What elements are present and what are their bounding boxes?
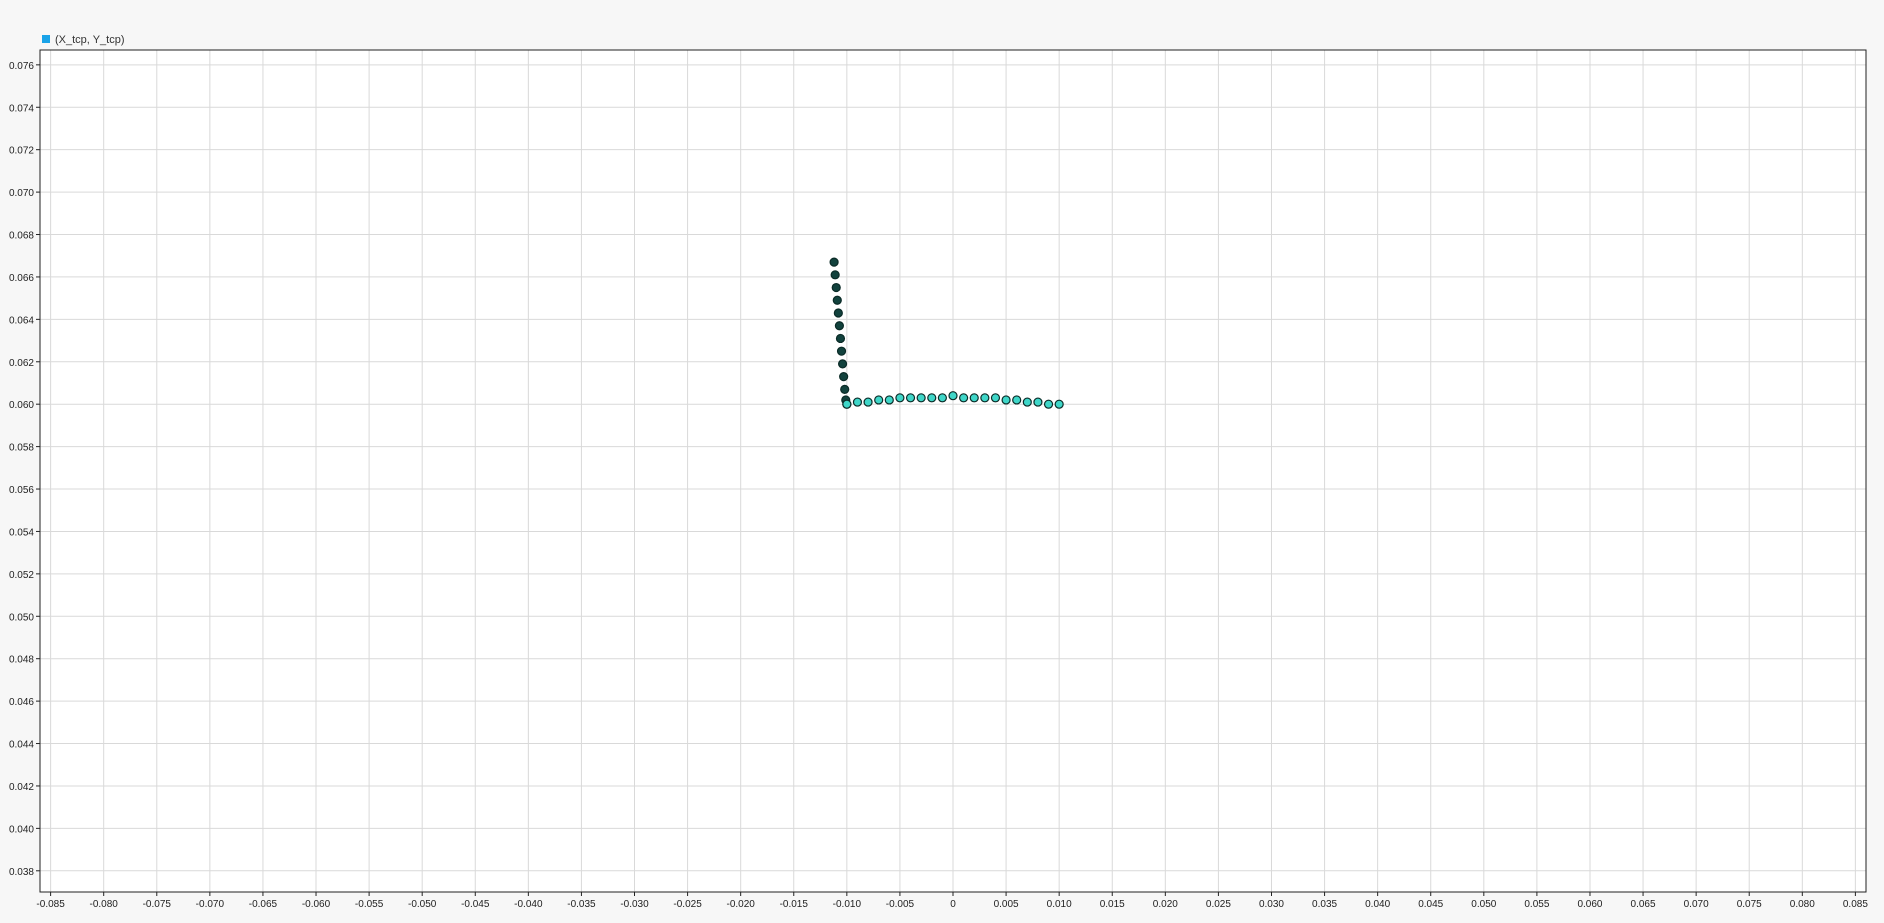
data-point	[1043, 399, 1054, 409]
data-point	[1001, 395, 1011, 405]
x-tick-label: -0.005	[886, 899, 915, 910]
x-tick-label: 0.015	[1100, 899, 1125, 910]
x-tick-label: -0.025	[673, 899, 702, 910]
data-point	[927, 393, 937, 403]
data-point	[835, 333, 846, 344]
y-axis-ticks: 0.038 0.040 0.042 0.044 0.046 0.048 0.050 0.052…	[9, 61, 40, 878]
x-tick-label: 0.055	[1524, 899, 1549, 910]
x-tick-label: -0.055	[355, 899, 384, 910]
data-point	[836, 346, 847, 356]
data-point	[884, 395, 894, 405]
y-tick-label: 0.044	[9, 740, 34, 751]
y-tick-label: 0.068	[9, 231, 34, 242]
data-point	[948, 391, 958, 401]
x-tick-label: -0.060	[302, 899, 331, 910]
grid-lines	[40, 50, 1866, 892]
x-tick-label: -0.085	[36, 899, 65, 910]
y-tick-label: 0.042	[9, 782, 34, 793]
data-point	[1033, 397, 1043, 407]
x-tick-label: -0.075	[143, 899, 172, 910]
x-tick-label: 0.005	[994, 899, 1019, 910]
data-point	[833, 308, 843, 318]
x-tick-label: -0.080	[90, 899, 119, 910]
x-tick-label: 0.040	[1365, 899, 1390, 910]
x-tick-label: 0.060	[1577, 899, 1602, 910]
x-tick-label: 0.085	[1843, 899, 1868, 910]
data-point	[969, 393, 979, 403]
data-point	[840, 384, 850, 394]
x-tick-label: 0.050	[1471, 899, 1496, 910]
data-point	[863, 397, 873, 407]
x-tick-label: 0.080	[1790, 899, 1815, 910]
data-point	[980, 393, 990, 403]
data-point	[1022, 397, 1032, 407]
data-point	[830, 270, 840, 280]
x-tick-label: -0.050	[408, 899, 437, 910]
data-point	[837, 359, 848, 369]
data-point	[839, 372, 849, 382]
y-tick-label: 0.072	[9, 146, 34, 157]
y-tick-label: 0.074	[9, 103, 34, 114]
x-tick-label: -0.045	[461, 899, 490, 910]
x-tick-label: 0.075	[1737, 899, 1762, 910]
x-tick-label: 0.030	[1259, 899, 1284, 910]
x-tick-label: -0.010	[833, 899, 862, 910]
x-tick-label: -0.040	[514, 899, 543, 910]
y-tick-label: 0.048	[9, 655, 34, 666]
y-tick-label: 0.056	[9, 485, 34, 496]
y-tick-label: 0.062	[9, 358, 34, 369]
x-tick-label: 0.065	[1631, 899, 1656, 910]
x-tick-label: 0.035	[1312, 899, 1337, 910]
plot-frame	[39, 49, 1867, 893]
data-point	[831, 282, 841, 293]
y-tick-label: 0.054	[9, 527, 34, 538]
data-point	[829, 257, 839, 267]
x-tick-label: -0.015	[780, 899, 809, 910]
x-tick-label: 0.070	[1684, 899, 1709, 910]
x-tick-label: 0.010	[1047, 899, 1072, 910]
y-tick-label: 0.066	[9, 273, 34, 284]
x-tick-label: -0.035	[567, 899, 596, 910]
y-tick-label: 0.064	[9, 315, 34, 326]
data-point	[905, 393, 916, 403]
data-point	[832, 295, 842, 305]
y-tick-label: 0.070	[9, 188, 34, 199]
x-tick-label: 0.020	[1153, 899, 1178, 910]
data-point	[990, 393, 1001, 403]
data-point	[834, 321, 845, 331]
x-tick-label: -0.070	[196, 899, 225, 910]
x-tick-label: 0.045	[1418, 899, 1443, 910]
y-tick-label: 0.052	[9, 570, 34, 581]
data-point	[842, 399, 852, 409]
x-tick-label: -0.030	[620, 899, 649, 910]
data-point	[1054, 399, 1064, 409]
legend-swatch	[42, 35, 50, 43]
legend-label: (X_tcp, Y_tcp)	[55, 34, 125, 46]
data-point	[895, 393, 905, 403]
y-tick-label: 0.058	[9, 443, 34, 454]
x-tick-label: 0	[950, 899, 956, 910]
x-axis-ticks: -0.085 -0.080 -0.075 -0.070 -0.065 -0.060 -0.0…	[36, 892, 1868, 910]
y-tick-label: 0.046	[9, 697, 34, 708]
y-tick-label: 0.040	[9, 824, 34, 835]
data-point	[874, 395, 884, 405]
data-point	[959, 393, 969, 403]
data-points	[829, 257, 1064, 409]
data-point	[852, 397, 863, 407]
data-point	[916, 393, 926, 403]
y-tick-label: 0.038	[9, 867, 34, 878]
data-point	[1012, 395, 1022, 405]
y-tick-label: 0.060	[9, 400, 34, 411]
y-tick-label: 0.050	[9, 612, 34, 623]
legend: (X_tcp, Y_tcp)	[42, 34, 125, 46]
y-tick-label: 0.076	[9, 61, 34, 72]
data-point	[937, 393, 947, 403]
x-tick-label: -0.020	[726, 899, 755, 910]
x-tick-label: -0.065	[249, 899, 278, 910]
x-tick-label: 0.025	[1206, 899, 1231, 910]
